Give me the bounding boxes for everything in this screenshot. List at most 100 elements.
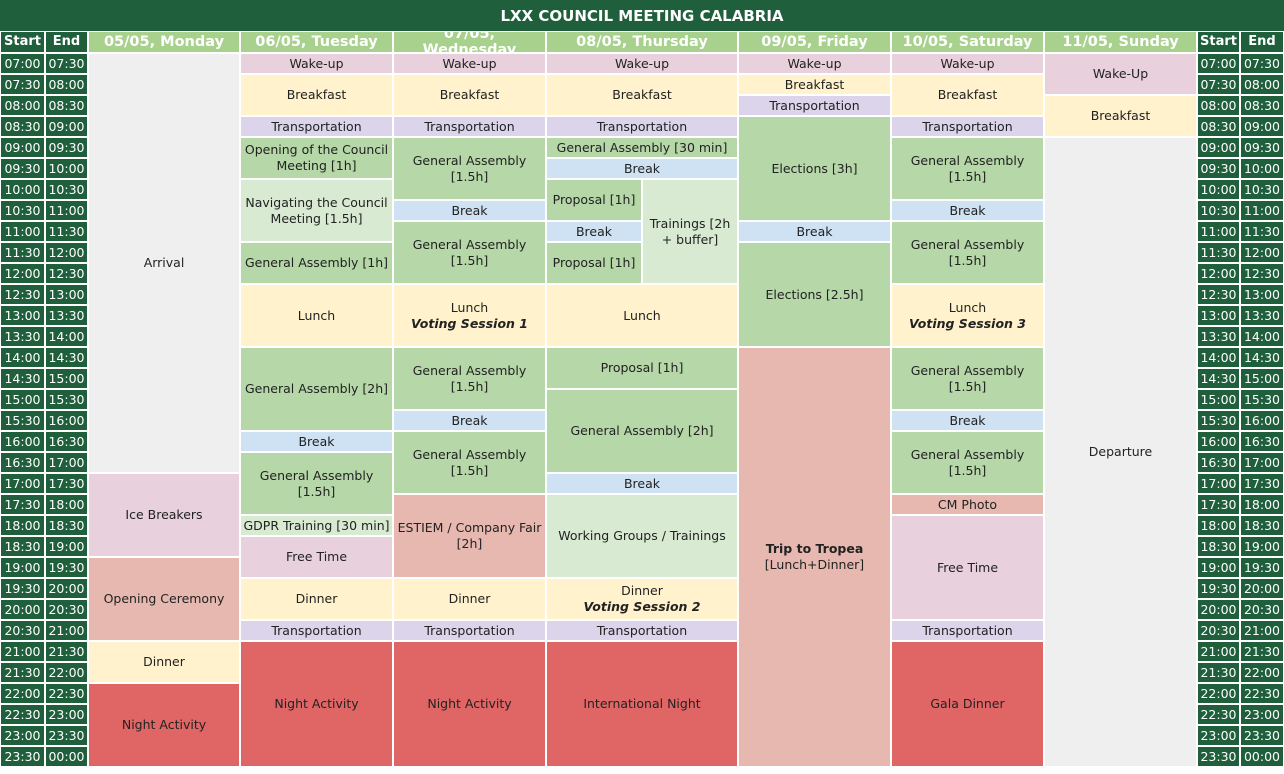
end-time-left: 00:00: [45, 746, 88, 767]
end-time-right: 09:00: [1240, 116, 1284, 137]
end-time-right: 10:00: [1240, 158, 1284, 179]
end-time-left: 23:00: [45, 704, 88, 725]
event-label: Transportation: [922, 118, 1013, 134]
event-wake-up: Wake-up: [891, 53, 1044, 74]
event-lunch: Lunch: [546, 284, 738, 347]
event-label: Lunch: [948, 299, 987, 315]
start-time-right: 15:30: [1197, 410, 1240, 431]
event-label: ESTIEM / Company Fair [2h]: [397, 520, 542, 551]
start-time-left: 14:30: [0, 368, 45, 389]
event-detail: [Lunch+Dinner]: [764, 557, 865, 572]
start-time-left: 16:30: [0, 452, 45, 473]
event-label: Proposal [1h]: [552, 255, 636, 270]
start-time-right: 20:30: [1197, 620, 1240, 641]
event-transportation: Transportation: [240, 620, 393, 641]
event-free-time: Free Time: [891, 515, 1044, 620]
event-label: Elections [2.5h]: [765, 286, 864, 302]
start-time-right: 18:00: [1197, 515, 1240, 536]
event-label: Dinner: [448, 591, 491, 606]
event-night-activity: Night Activity: [240, 641, 393, 767]
end-time-left: 20:30: [45, 599, 88, 620]
start-time-right: 09:30: [1197, 158, 1240, 179]
event-label: Transportation: [271, 118, 362, 134]
end-time-left: 11:00: [45, 200, 88, 221]
event-label: Transportation: [271, 622, 362, 638]
event-label: Transportation: [424, 622, 515, 638]
start-time-left: 13:00: [0, 305, 45, 326]
event-transportation: Transportation: [393, 116, 546, 137]
start-time-left: 10:30: [0, 200, 45, 221]
start-time-left: 15:30: [0, 410, 45, 431]
event-label: Proposal [1h]: [600, 360, 684, 375]
event-gala-dinner: Gala Dinner: [891, 641, 1044, 767]
event-label: Break: [949, 202, 986, 218]
event-dinner: Dinner Voting Session 2: [546, 578, 738, 620]
end-time-left: 10:30: [45, 179, 88, 200]
event-label: Proposal [1h]: [552, 192, 636, 207]
event-break: Break: [891, 410, 1044, 431]
day-header: 07/05, Wednesday: [393, 31, 546, 53]
end-time-left: 13:30: [45, 305, 88, 326]
end-time-left: 14:30: [45, 347, 88, 368]
start-time-left: 15:00: [0, 389, 45, 410]
end-time-left: 11:30: [45, 221, 88, 242]
event-break: Break: [738, 221, 891, 242]
event-transportation: Transportation: [393, 620, 546, 641]
event-wake-up: Wake-up: [240, 53, 393, 74]
event-label: Break: [623, 475, 661, 491]
event-general-assembly-1-5h: General Assembly [1.5h]: [891, 347, 1044, 410]
start-time-right: 11:30: [1197, 242, 1240, 263]
day-header: 11/05, Sunday: [1044, 31, 1197, 53]
event-label: Break: [451, 202, 488, 218]
start-time-right: 21:30: [1197, 662, 1240, 683]
end-time-left: 19:30: [45, 557, 88, 578]
start-time-right: 12:30: [1197, 284, 1240, 305]
event-general-assembly-2h: General Assembly [2h]: [240, 347, 393, 431]
start-time-left: 10:00: [0, 179, 45, 200]
event-label: Working Groups / Trainings: [558, 528, 726, 543]
start-time-left: 22:30: [0, 704, 45, 725]
end-time-right: 13:00: [1240, 284, 1284, 305]
event-trip-to-tropea: Trip to Tropea [Lunch+Dinner]: [738, 347, 891, 767]
event-label: General Assembly [1.5h]: [259, 467, 374, 499]
end-time-right: 19:30: [1240, 557, 1284, 578]
start-time-left: 09:00: [0, 137, 45, 158]
end-time-right: 12:00: [1240, 242, 1284, 263]
start-time-right: 07:00: [1197, 53, 1240, 74]
event-general-assembly-1-5h: General Assembly [1.5h]: [393, 431, 546, 494]
event-dinner: Dinner: [88, 641, 240, 683]
event-proposal-1h: Proposal [1h]: [546, 179, 642, 221]
end-time-right: 07:30: [1240, 53, 1284, 74]
event-label: Lunch: [450, 299, 489, 315]
start-time-right: 16:30: [1197, 452, 1240, 473]
end-time-left: 21:00: [45, 620, 88, 641]
end-time-right: 21:00: [1240, 620, 1284, 641]
end-time-right: 17:30: [1240, 473, 1284, 494]
end-time-left: 08:30: [45, 95, 88, 116]
start-time-right: 10:00: [1197, 179, 1240, 200]
event-general-assembly-1-5h: General Assembly [1.5h]: [240, 452, 393, 515]
event-label: Transportation: [922, 622, 1013, 638]
start-time-left: 09:30: [0, 158, 45, 179]
event-label: General Assembly [1h]: [244, 255, 389, 270]
event-label: Break: [796, 223, 833, 239]
start-time-right: 20:00: [1197, 599, 1240, 620]
event-label: Transportation: [596, 622, 688, 638]
event-general-assembly-30-min: General Assembly [30 min]: [546, 137, 738, 158]
start-time-left: 12:30: [0, 284, 45, 305]
start-time-right: 12:00: [1197, 263, 1240, 284]
event-label: GDPR Training [30 min]: [243, 517, 390, 533]
end-time-right: 13:30: [1240, 305, 1284, 326]
end-time-right: 21:30: [1240, 641, 1284, 662]
event-transportation: Transportation: [891, 620, 1044, 641]
event-lunch: Lunch: [240, 284, 393, 347]
event-general-assembly-1-5h: General Assembly [1.5h]: [393, 137, 546, 200]
event-general-assembly-1h: General Assembly [1h]: [240, 242, 393, 284]
event-general-assembly-1-5h: General Assembly [1.5h]: [393, 221, 546, 284]
event-label: Wake-up: [614, 55, 670, 71]
end-time-left: 15:00: [45, 368, 88, 389]
event-label: Wake-up: [940, 55, 995, 71]
end-time-right: 16:30: [1240, 431, 1284, 452]
start-time-left: 11:00: [0, 221, 45, 242]
end-time-right: 23:30: [1240, 725, 1284, 746]
